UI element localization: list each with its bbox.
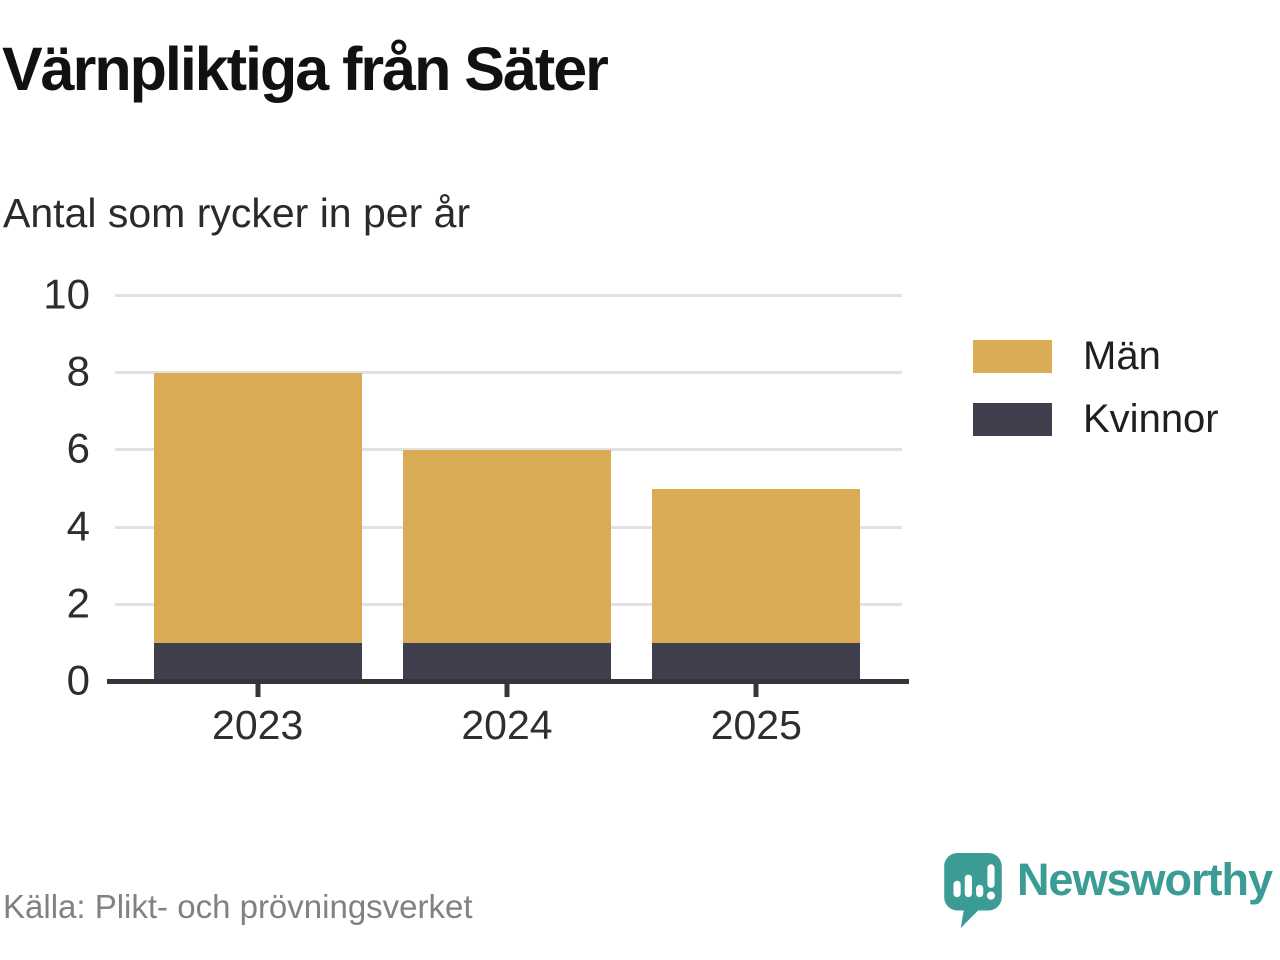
newsworthy-logo[interactable]: Newsworthy <box>944 853 1273 929</box>
bar-slot-2025 <box>632 296 881 682</box>
bar-segment-män-2024 <box>402 450 611 644</box>
bar-segment-kvinnor-2025 <box>652 643 861 682</box>
x-axis-slot-2024: 2024 <box>382 682 631 749</box>
bar-2024 <box>402 296 611 682</box>
y-axis-label: 0 <box>66 656 90 704</box>
chart-title: Värnpliktiga från Säter <box>2 35 609 103</box>
legend-swatch-män <box>973 339 1052 373</box>
bar-segment-män-2025 <box>652 489 861 644</box>
legend-item-män: Män <box>973 336 1219 376</box>
y-axis: 0 2 4 6 8 10 <box>0 273 90 701</box>
y-axis-label: 10 <box>43 270 90 318</box>
gridline-8 <box>115 371 902 375</box>
bar-segment-män-2023 <box>153 373 362 644</box>
y-axis-label: 4 <box>66 501 90 549</box>
bar-2023 <box>153 296 362 682</box>
x-axis-slot-2023: 2023 <box>133 682 382 749</box>
legend-label: Kvinnor <box>1083 397 1219 441</box>
bar-slot-2023 <box>133 296 382 682</box>
x-axis-label: 2025 <box>710 702 802 748</box>
chart-subtitle: Antal som rycker in per år <box>3 190 471 236</box>
bar-row <box>112 296 902 682</box>
gridline-6 <box>115 448 902 452</box>
newsworthy-logo-icon <box>944 853 1002 928</box>
y-axis-label: 2 <box>66 579 90 627</box>
bar-slot-2024 <box>382 296 631 682</box>
bar-segment-kvinnor-2024 <box>402 643 611 682</box>
x-axis-tick <box>753 682 759 697</box>
x-axis-line <box>107 679 909 684</box>
x-axis: 2023 2024 2025 <box>112 682 902 749</box>
x-axis-tick <box>504 682 510 697</box>
x-axis-label: 2024 <box>461 702 553 748</box>
brand-name: Newsworthy <box>1016 854 1273 905</box>
gridline-10 <box>115 294 902 297</box>
source-text: Källa: Plikt- och prövningsverket <box>3 888 473 925</box>
x-axis-slot-2025: 2025 <box>632 682 881 749</box>
x-axis-tick <box>255 682 261 697</box>
bar-2025 <box>652 296 861 682</box>
plot-area <box>107 294 909 684</box>
legend-item-kvinnor: Kvinnor <box>973 399 1219 439</box>
bar-segment-kvinnor-2023 <box>153 643 362 682</box>
legend-swatch-kvinnor <box>973 402 1052 436</box>
y-axis-label: 6 <box>66 424 90 472</box>
legend-label: Män <box>1083 334 1161 378</box>
legend: Män Kvinnor <box>973 336 1219 439</box>
y-axis-label: 8 <box>66 347 90 395</box>
x-axis-label: 2023 <box>212 702 304 748</box>
